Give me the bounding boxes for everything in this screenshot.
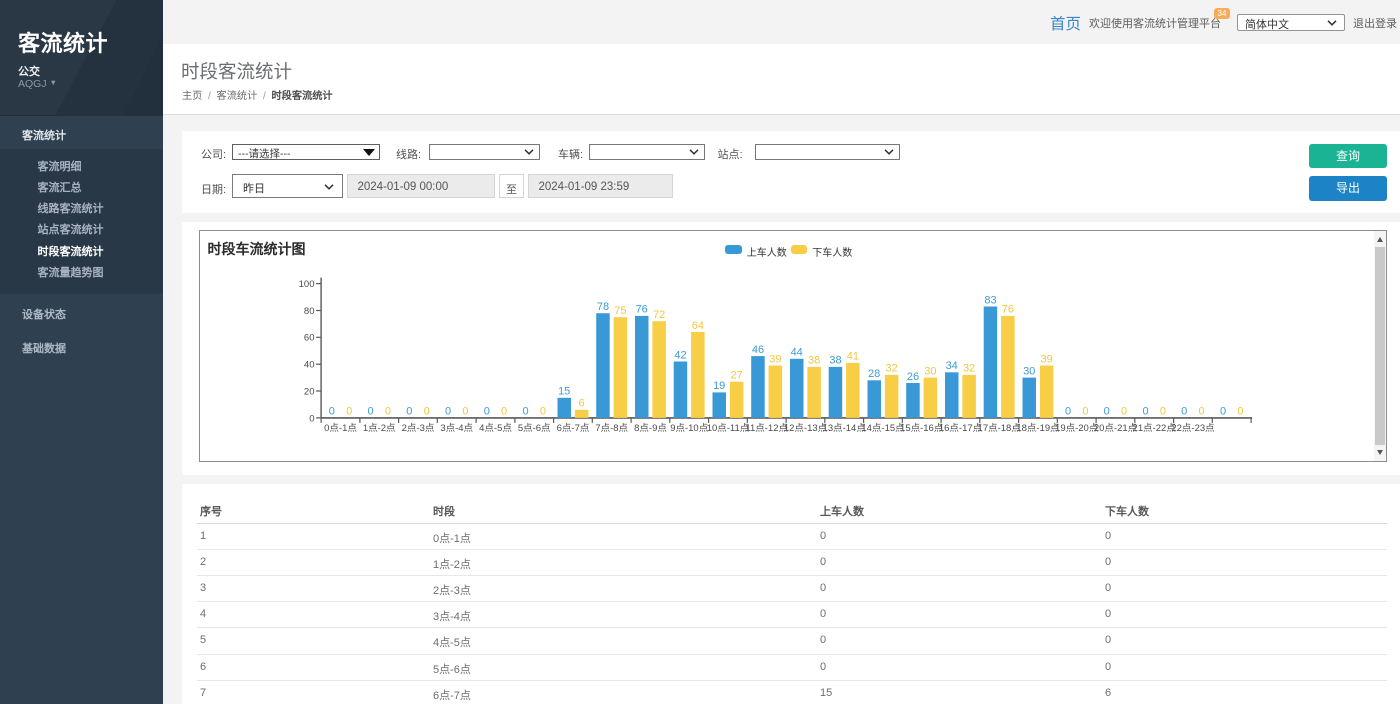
svg-text:0: 0 xyxy=(539,406,545,418)
svg-text:28: 28 xyxy=(868,368,880,380)
svg-text:30: 30 xyxy=(1023,365,1035,377)
svg-text:6: 6 xyxy=(578,398,584,410)
svg-text:0: 0 xyxy=(1121,406,1127,418)
svg-text:22点-23点: 22点-23点 xyxy=(1171,423,1215,434)
svg-text:39: 39 xyxy=(1040,353,1052,365)
svg-text:0: 0 xyxy=(522,406,528,418)
svg-text:32: 32 xyxy=(962,363,974,375)
svg-text:40: 40 xyxy=(303,360,314,371)
svg-text:0: 0 xyxy=(1103,406,1109,418)
svg-text:15点-16点: 15点-16点 xyxy=(900,423,944,434)
svg-text:0: 0 xyxy=(462,406,468,418)
svg-text:8点-9点: 8点-9点 xyxy=(634,423,667,434)
svg-text:72: 72 xyxy=(652,309,664,321)
svg-text:14点-15点: 14点-15点 xyxy=(861,423,905,434)
svg-text:0: 0 xyxy=(1082,406,1088,418)
svg-text:80: 80 xyxy=(303,306,314,317)
svg-text:32: 32 xyxy=(885,363,897,375)
svg-text:0: 0 xyxy=(1064,406,1070,418)
svg-text:100: 100 xyxy=(298,279,314,290)
svg-text:75: 75 xyxy=(614,305,626,317)
svg-text:2点-3点: 2点-3点 xyxy=(401,423,434,434)
svg-text:44: 44 xyxy=(790,347,802,359)
svg-text:12点-13点: 12点-13点 xyxy=(783,423,827,434)
svg-text:0: 0 xyxy=(1198,406,1204,418)
svg-text:19: 19 xyxy=(713,380,725,392)
svg-text:20: 20 xyxy=(303,386,314,397)
svg-text:42: 42 xyxy=(674,349,686,361)
svg-text:1点-2点: 1点-2点 xyxy=(362,423,395,434)
svg-text:26: 26 xyxy=(906,371,918,383)
svg-text:0: 0 xyxy=(483,406,489,418)
svg-text:19点-20点: 19点-20点 xyxy=(1055,423,1099,434)
svg-text:0: 0 xyxy=(309,413,314,424)
svg-text:16点-17点: 16点-17点 xyxy=(938,423,982,434)
svg-text:39: 39 xyxy=(769,353,781,365)
svg-text:0: 0 xyxy=(384,406,390,418)
svg-text:7点-8点: 7点-8点 xyxy=(595,423,628,434)
svg-text:64: 64 xyxy=(691,320,703,332)
svg-text:0: 0 xyxy=(1142,406,1148,418)
svg-text:0: 0 xyxy=(406,406,412,418)
svg-text:0: 0 xyxy=(501,406,507,418)
svg-text:17点-18点: 17点-18点 xyxy=(977,423,1021,434)
svg-text:15: 15 xyxy=(558,386,570,398)
svg-text:20点-21点: 20点-21点 xyxy=(1093,423,1137,434)
svg-text:34: 34 xyxy=(945,360,957,372)
svg-text:11点-12点: 11点-12点 xyxy=(745,423,788,434)
svg-text:38: 38 xyxy=(807,355,819,367)
svg-text:0: 0 xyxy=(328,406,334,418)
svg-text:60: 60 xyxy=(303,333,314,344)
svg-text:0: 0 xyxy=(1219,406,1225,418)
svg-text:41: 41 xyxy=(846,351,858,363)
svg-text:13点-14点: 13点-14点 xyxy=(822,423,866,434)
svg-text:27: 27 xyxy=(730,370,742,382)
svg-text:0: 0 xyxy=(423,406,429,418)
svg-text:0: 0 xyxy=(1237,406,1243,418)
svg-text:9点-10点: 9点-10点 xyxy=(670,423,709,434)
svg-text:6点-7点: 6点-7点 xyxy=(556,423,589,434)
svg-text:46: 46 xyxy=(751,344,763,356)
svg-text:0: 0 xyxy=(1159,406,1165,418)
svg-text:10点-11点: 10点-11点 xyxy=(706,423,749,434)
svg-text:83: 83 xyxy=(984,294,996,306)
svg-text:76: 76 xyxy=(1001,304,1013,316)
svg-text:3点-4点: 3点-4点 xyxy=(440,423,473,434)
svg-text:5点-6点: 5点-6点 xyxy=(517,423,550,434)
svg-text:78: 78 xyxy=(596,301,608,313)
svg-text:76: 76 xyxy=(635,304,647,316)
svg-text:4点-5点: 4点-5点 xyxy=(479,423,512,434)
svg-text:0: 0 xyxy=(444,406,450,418)
svg-text:0: 0 xyxy=(1181,406,1187,418)
svg-text:30: 30 xyxy=(924,365,936,377)
svg-text:18点-19点: 18点-19点 xyxy=(1016,423,1060,434)
svg-text:0点-1点: 0点-1点 xyxy=(324,423,357,434)
svg-text:38: 38 xyxy=(829,355,841,367)
svg-text:0: 0 xyxy=(367,406,373,418)
svg-text:0: 0 xyxy=(346,406,352,418)
svg-text:21点-22点: 21点-22点 xyxy=(1132,423,1176,434)
